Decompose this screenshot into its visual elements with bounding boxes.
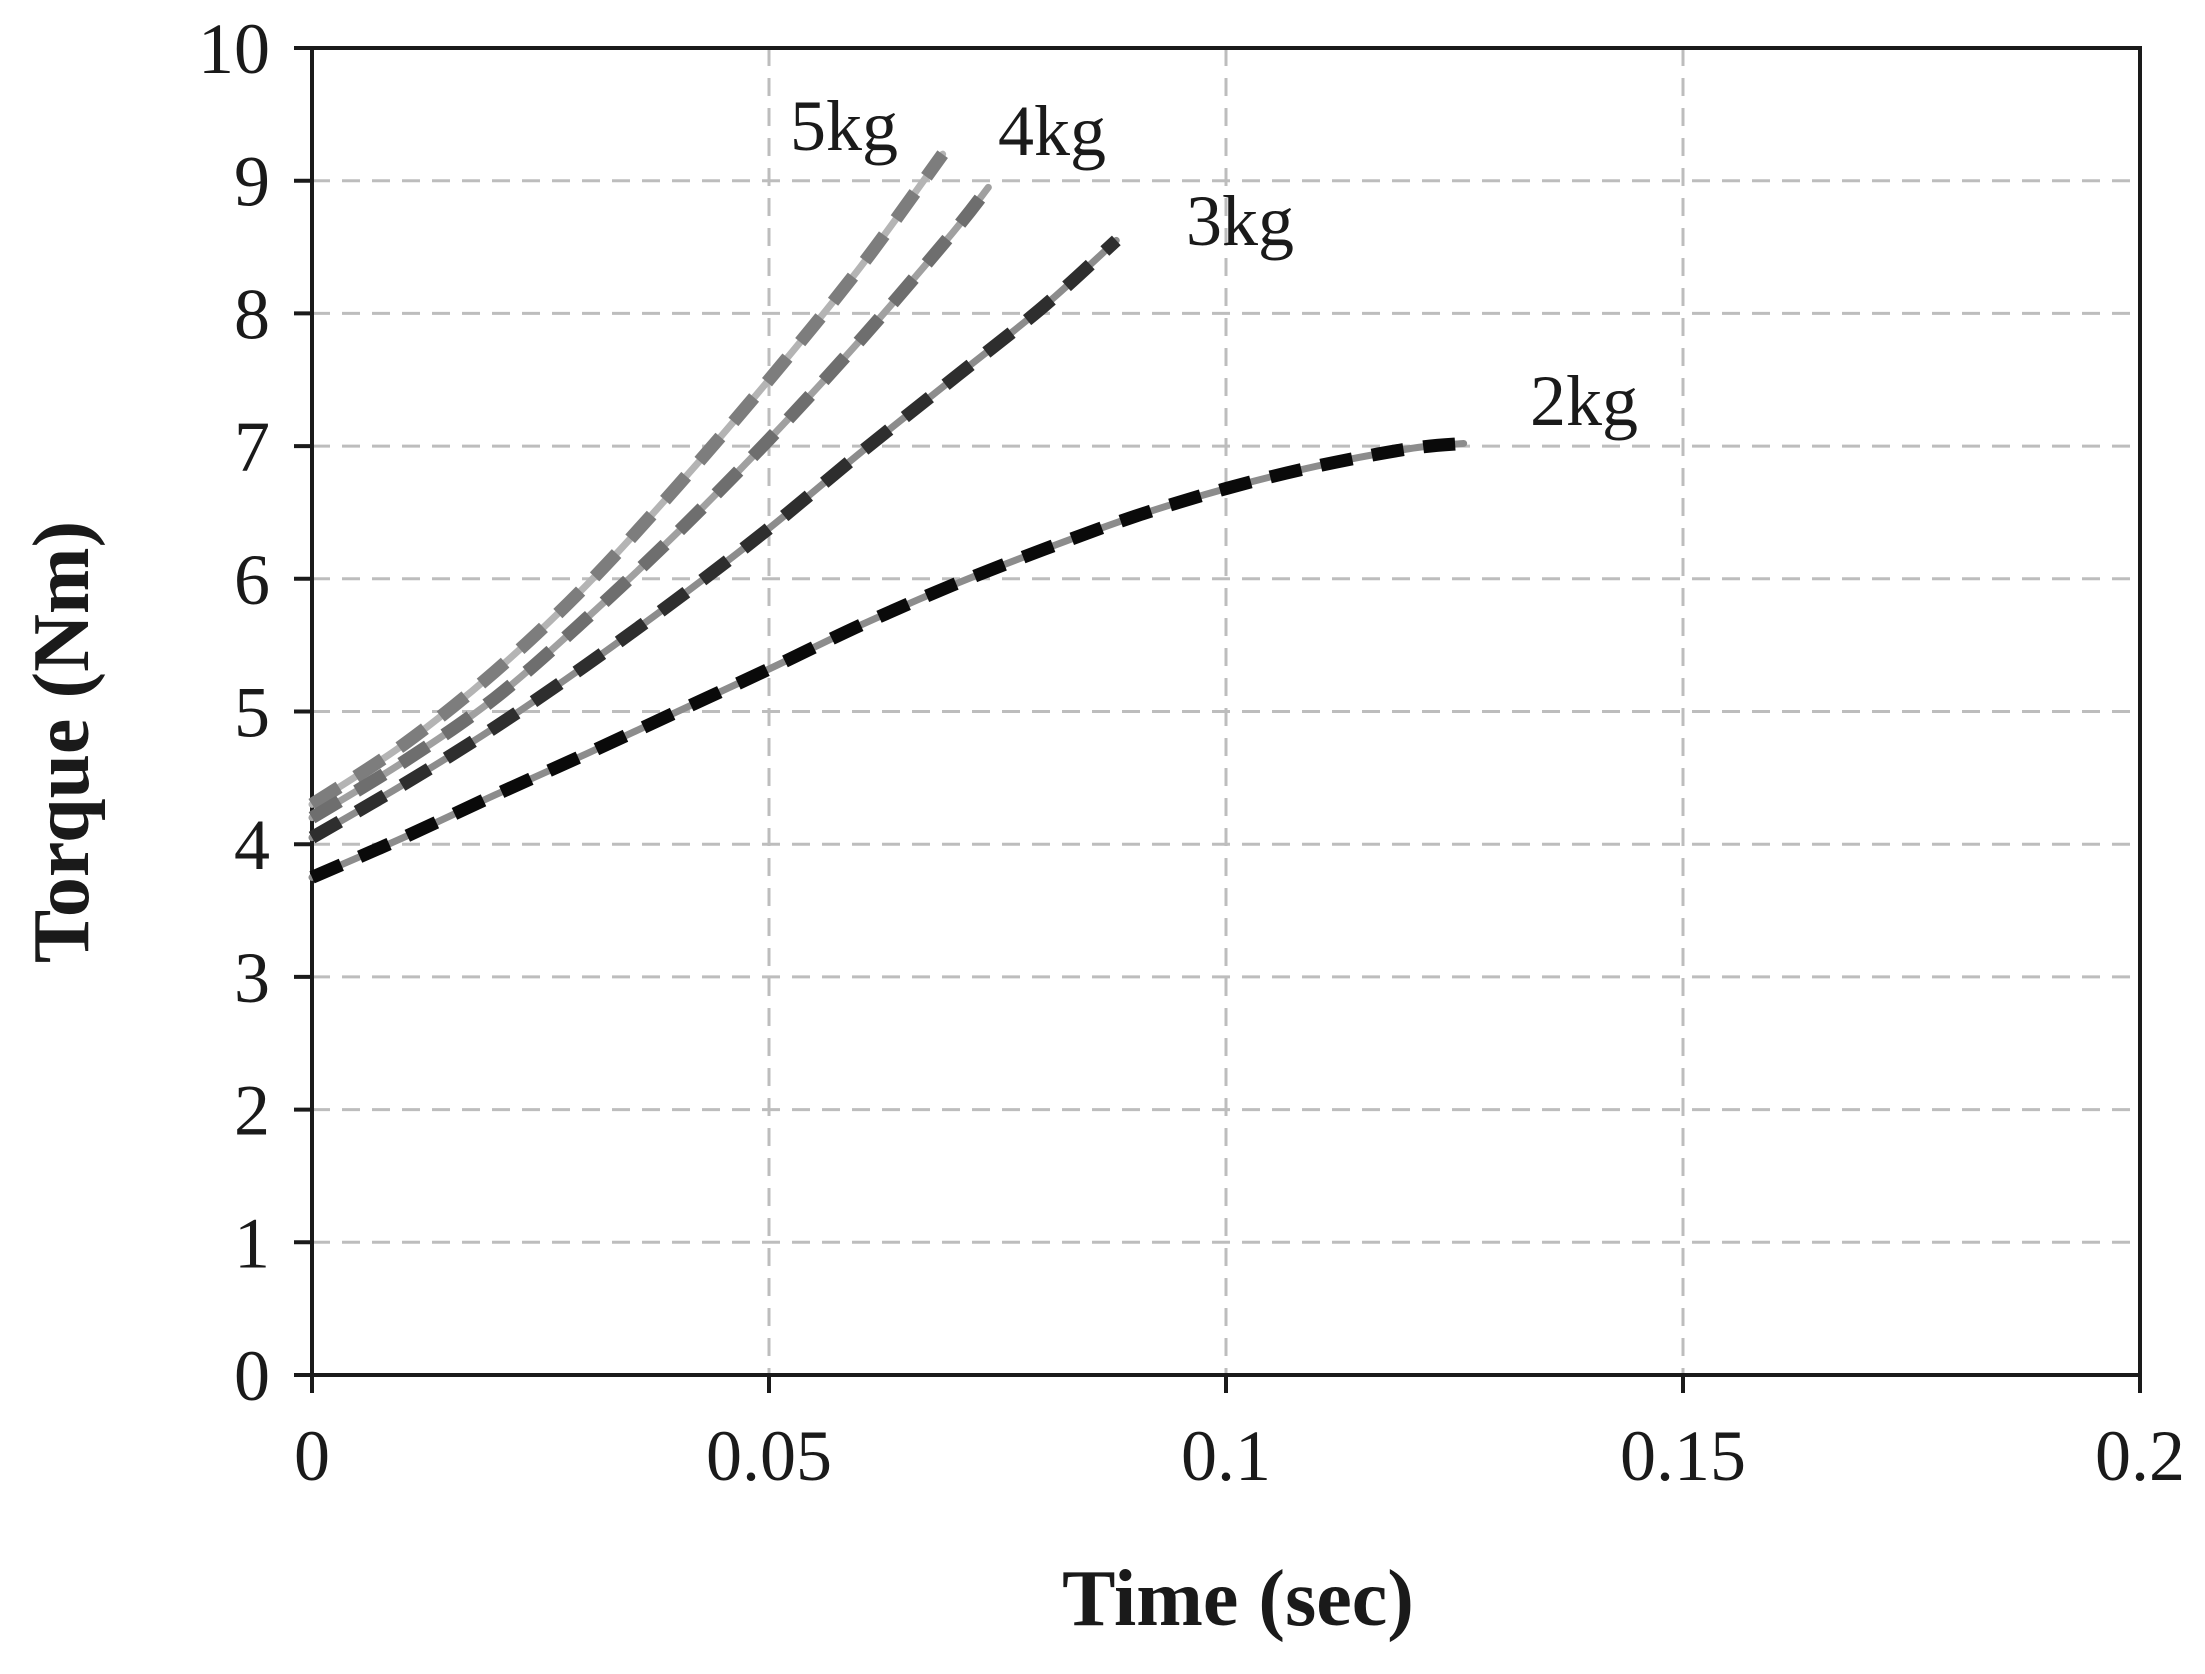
- y-tick-label: 10: [198, 9, 270, 89]
- series-line-3kg: [308, 236, 1120, 842]
- series-dashed-line-3kg: [308, 235, 1121, 844]
- series-dashed-line-4kg: [308, 183, 994, 824]
- series-label-4kg: 4kg: [998, 91, 1106, 171]
- y-tick-label: 5: [234, 673, 270, 753]
- y-tick-label: 2: [234, 1071, 270, 1151]
- series-dashed-line-2kg: [309, 436, 1465, 884]
- series-4kg: [308, 183, 994, 824]
- y-tick-label: 4: [234, 805, 270, 885]
- y-tick-label: 9: [234, 142, 270, 222]
- y-axis-title: Torque (Nm): [18, 521, 106, 963]
- x-tick-label: 0.15: [1620, 1416, 1746, 1496]
- series-label-5kg: 5kg: [790, 86, 898, 166]
- series-3kg: [308, 235, 1121, 844]
- x-axis-title: Time (sec): [1062, 1555, 1414, 1643]
- x-tick-label: 0.05: [706, 1416, 832, 1496]
- series-line-2kg: [308, 439, 1468, 881]
- x-tick-label: 0.2: [2095, 1416, 2185, 1496]
- series-dashed-line-5kg: [308, 150, 948, 810]
- series-label-2kg: 2kg: [1530, 361, 1638, 441]
- series-line-5kg: [308, 150, 947, 808]
- x-tick-label: 0: [294, 1416, 330, 1496]
- axis-layer: 0 1 2 3 4 5 6 7 8 9 10 0 0.05 0.1 0.15 0.2: [198, 9, 2185, 1496]
- y-tick-label: 7: [234, 407, 270, 487]
- series-layer: [308, 150, 1468, 884]
- y-tick-label: 0: [234, 1336, 270, 1416]
- series-label-3kg: 3kg: [1186, 181, 1294, 261]
- y-tick-label: 1: [234, 1203, 270, 1283]
- grid-layer: [312, 48, 2140, 1375]
- y-tick-label: 8: [234, 274, 270, 354]
- label-layer: 5kg 4kg 3kg 2kg: [790, 86, 1638, 441]
- series-2kg: [308, 436, 1468, 884]
- y-tick-label: 3: [234, 938, 270, 1018]
- x-tick-label: 0.1: [1181, 1416, 1271, 1496]
- series-5kg: [308, 150, 948, 810]
- y-tick-label: 6: [234, 540, 270, 620]
